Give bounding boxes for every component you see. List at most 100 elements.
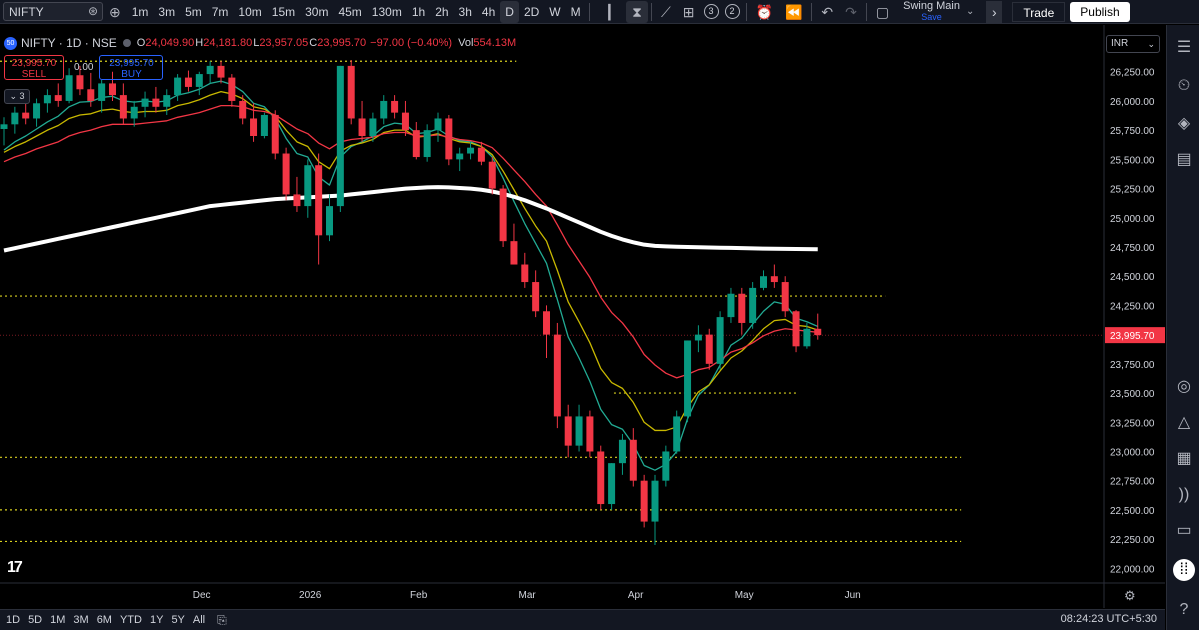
sell-button[interactable]: 23,995.70 SELL [4,55,64,80]
high-value: 24,181.80 [203,37,253,49]
trade-button[interactable]: Trade [1012,1,1066,22]
chat-icon[interactable]: ▤ [1176,151,1192,168]
help-icon[interactable]: ? [1179,601,1189,618]
candle-body [174,77,182,96]
candle-body [597,451,605,505]
candle-style-icon[interactable]: ⧗ [626,0,648,23]
triangle-icon[interactable]: △ [1177,414,1191,431]
fullscreen-icon[interactable]: ▢ [875,3,890,20]
broadcast-icon[interactable]: )) [1178,486,1190,503]
layout-name: Swing Main [903,0,960,12]
timeframe-5m[interactable]: 5m [185,4,202,19]
target-icon[interactable]: ◎ [1177,378,1191,395]
range-6m[interactable]: 6M [96,614,112,626]
timeframe-4h[interactable]: 4h [481,4,496,19]
templates-icon[interactable]: ⊞ [682,3,695,20]
sell-label: SELL [21,69,47,80]
price-tick-label: 23,000.00 [1110,447,1155,458]
symbol-search-box[interactable]: NIFTY ⊛ [3,2,103,21]
range-5y[interactable]: 5Y [171,614,185,626]
buy-button[interactable]: 23,995.70 BUY [99,55,164,80]
candle-body [575,416,583,446]
range-1d[interactable]: 1D [6,614,21,626]
candle-body [54,95,62,101]
price-tick-label: 22,000.00 [1110,564,1155,575]
timeframe-10m[interactable]: 10m [238,4,262,19]
low-value: 23,957.05 [259,37,309,49]
range-all[interactable]: All [192,614,206,626]
range-ytd[interactable]: YTD [119,614,142,626]
layout-name-menu[interactable]: Swing Main Save [903,0,960,23]
timeframe-3m[interactable]: 3m [158,4,176,19]
timeframe-7m[interactable]: 7m [211,4,229,19]
axis-settings-icon[interactable]: ⚙ [1124,588,1136,603]
open-label: O [136,37,146,49]
close-label: C [309,37,318,49]
candle-body [65,75,73,101]
price-tick-label: 23,250.00 [1110,418,1155,429]
chat-bubble-icon[interactable]: ▭ [1176,522,1192,539]
candle-body [510,241,518,265]
timeframe-130m[interactable]: 130m [371,4,402,19]
watchlist-icon[interactable]: ☰ [1176,39,1192,56]
indicators-icon[interactable]: ⟋ [660,3,671,20]
timeframe-1m[interactable]: 1m [131,4,149,19]
range-1y[interactable]: 1Y [149,614,164,626]
indicators-toggle[interactable]: ⌄ 3 [4,89,30,104]
replay-icon[interactable]: ⏪ [784,3,803,20]
range-5d[interactable]: 5D [28,614,43,626]
timeframe-w[interactable]: W [549,4,561,19]
candle-body [380,100,388,119]
compare-add-icon[interactable]: ⊕ [109,3,121,20]
publish-button[interactable]: Publish [1070,1,1130,22]
date-range-selector: 1D 5D 1M 3M 6M YTD 1Y 5Y All [0,614,209,626]
toolbar-divider [745,2,747,21]
timeframe-2h[interactable]: 2h [435,4,449,19]
calendar-icon[interactable]: ▦ [1176,450,1192,467]
timeframe-15m[interactable]: 15m [271,4,296,19]
candle-body [521,264,529,283]
tradingview-logo[interactable]: 17 [7,559,23,576]
candle-body [22,112,30,119]
chevron-right-icon[interactable]: › [986,0,1003,23]
goto-date-icon[interactable]: ⎘ [217,612,227,627]
chart-pane[interactable]: 22,000.00 22,250.00 22,500.00 22,750.00 23,0… [0,25,1165,608]
alerts-count-badge[interactable]: 3 [703,4,719,19]
timeframe-1h[interactable]: 1h [411,4,426,19]
candle-body [358,118,366,136]
range-1m[interactable]: 1M [50,614,66,626]
price-tick-label: 24,750.00 [1110,243,1155,254]
alerts-icon[interactable]: ⏲ [1177,77,1191,94]
high-label: H [195,37,204,49]
range-3m[interactable]: 3M [73,614,89,626]
alert-add-icon[interactable]: ⏰ [755,3,773,20]
chevron-down-icon[interactable]: ⌄ [965,5,975,17]
currency-selector[interactable]: INR ⌄ [1106,35,1160,53]
timeframe-45m[interactable]: 45m [338,4,362,19]
timeframe-2d[interactable]: 2D [523,4,540,19]
candle-body [271,114,279,154]
timeframe-m[interactable]: M [570,4,581,19]
clock[interactable]: 08:24:23 UTC+5:30 [1060,613,1157,625]
candle-body [282,153,290,195]
layers-icon[interactable]: ◈ [1177,115,1191,132]
close-value: 23,995.70 [317,37,367,49]
redo-icon[interactable]: ↷ [845,3,857,20]
price-chart[interactable]: 22,000.00 22,250.00 22,500.00 22,750.00 23,0… [0,25,1165,608]
candle-body [11,112,19,125]
time-tick-label: Apr [628,590,644,601]
symbol-menu-icon[interactable]: ⊛ [87,4,98,18]
layouts-count-badge[interactable]: 2 [724,4,740,19]
bar-style-icon[interactable]: ▕▏ [598,3,621,20]
legend-title[interactable]: NIFTY · 1D · NSE [21,36,117,50]
candle-body [705,334,713,364]
time-tick-label: May [735,590,754,601]
timeframe-3h[interactable]: 3h [458,4,472,19]
candle-body [694,334,702,341]
top-toolbar: NIFTY ⊛ ⊕ 1m 3m 5m 7m 10m 15m 30m 45m 130m 1h 2h 3h… [0,0,1199,24]
timeframe-d[interactable]: D [500,0,519,23]
timeframe-30m[interactable]: 30m [305,4,329,19]
undo-icon[interactable]: ↶ [821,3,834,20]
apps-grid-icon[interactable]: ⁞⁞ [1173,559,1195,581]
low-label: L [253,37,260,49]
